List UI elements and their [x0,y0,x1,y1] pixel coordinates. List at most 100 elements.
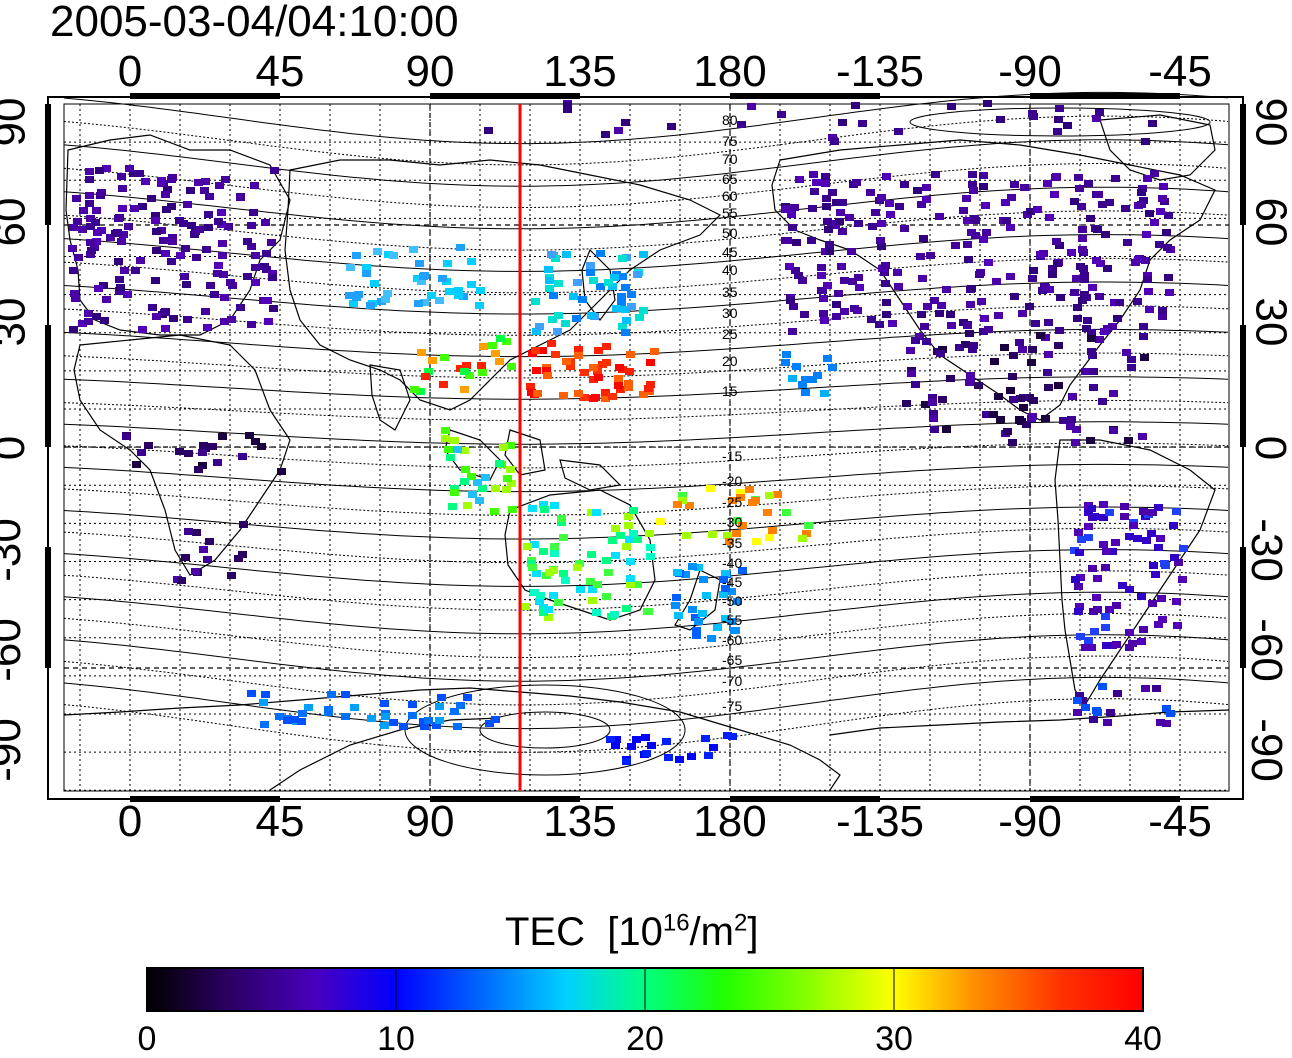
tec-cell [1087,348,1096,355]
tec-cell [264,318,273,325]
tec-cell [586,578,595,585]
tec-cell [578,296,587,303]
tec-cell [1093,226,1102,233]
tec-cell [969,187,978,194]
tec-cell [787,211,796,218]
tec-cell [853,307,862,314]
tec-cell [1078,235,1087,242]
tec-cell [1120,513,1129,520]
contour-label: 70 [722,151,738,167]
tec-cell [410,386,419,393]
tec-cell [610,274,619,281]
tec-cell [617,299,626,306]
tec-cell [1045,214,1054,221]
tec-cell [1029,397,1038,404]
tec-cell [725,538,734,545]
tec-cell [1084,180,1093,187]
tec-cell [1006,387,1015,394]
tec-cell [86,215,95,222]
tec-cell [1154,621,1163,628]
tec-cell [1133,535,1142,542]
tec-cell [86,239,95,246]
contour-line [63,257,1229,294]
tec-cell [462,362,471,369]
tec-cell [259,699,268,706]
tec-cell [485,720,494,727]
tec-cell [979,236,988,243]
tec-cell [881,280,890,287]
tec-cell [213,459,222,466]
tec-cell [297,718,306,725]
tec-cell [1078,697,1087,704]
tec-cell [557,515,566,522]
tec-cell [963,217,972,224]
tec-cell [1127,356,1136,363]
tec-cell [1041,415,1050,422]
tec-cell [202,246,211,253]
tec-cell [608,537,617,544]
tec-cell [786,297,795,304]
tec-cell [1148,509,1157,516]
timestamp-title: 2005-03-04/04:10:00 [50,0,459,46]
tec-cell [821,180,830,187]
tec-cell [508,506,517,513]
tec-cell [389,719,398,726]
tec-cell [495,460,504,467]
tec-cell [148,304,157,311]
tec-cell [167,203,176,210]
tec-cell [745,486,754,493]
tec-cell [911,337,920,344]
tec-cell [828,364,837,371]
contour-label: -25 [722,494,742,510]
tec-cell [1111,175,1120,182]
tec-cell [938,346,947,353]
tec-cell [85,176,94,183]
tec-cell [1092,257,1101,264]
tec-cell [737,121,746,128]
tec-cell [201,178,210,185]
tec-cell [947,322,956,329]
tec-cell [880,269,889,276]
tec-cell [168,234,177,241]
tec-cell [491,716,500,723]
tec-cell [467,473,476,480]
tec-cell [633,536,642,543]
tec-cell [536,592,545,599]
tec-cell [1139,508,1148,515]
tec-cell [614,382,623,389]
tec-cell [1093,709,1102,716]
tec-cell [1166,710,1175,717]
tec-cell [206,282,215,289]
tec-cell [736,494,745,501]
tec-cell [161,308,170,315]
tec-cell [118,205,127,212]
tec-cell [532,367,541,374]
tec-cell [1087,329,1096,336]
tec-cell [596,250,605,257]
tec-cell [882,299,891,306]
tec-cell [1070,198,1079,205]
tec-cell [1164,212,1173,219]
tec-cell [521,603,530,610]
contour-label: 25 [722,326,738,342]
tec-cell [966,301,975,308]
tec-cell [838,119,847,126]
tec-cell [247,243,256,250]
tec-cell [224,223,233,230]
contour-label: -60 [722,632,742,648]
tec-cell [102,165,111,172]
tec-cell [1074,608,1083,615]
tec-cell [247,321,256,328]
tec-cell [1089,384,1098,391]
tec-cell [576,586,585,593]
tec-cell [646,359,655,366]
tec-cell [496,335,505,342]
tec-cell [531,298,540,305]
tec-cell [1094,191,1103,198]
tec-cell [79,207,88,214]
tec-cell [989,411,998,418]
tec-cell [615,364,624,371]
tec-cell [580,369,589,376]
grid-lines [64,103,1229,791]
tec-cell [1073,315,1082,322]
